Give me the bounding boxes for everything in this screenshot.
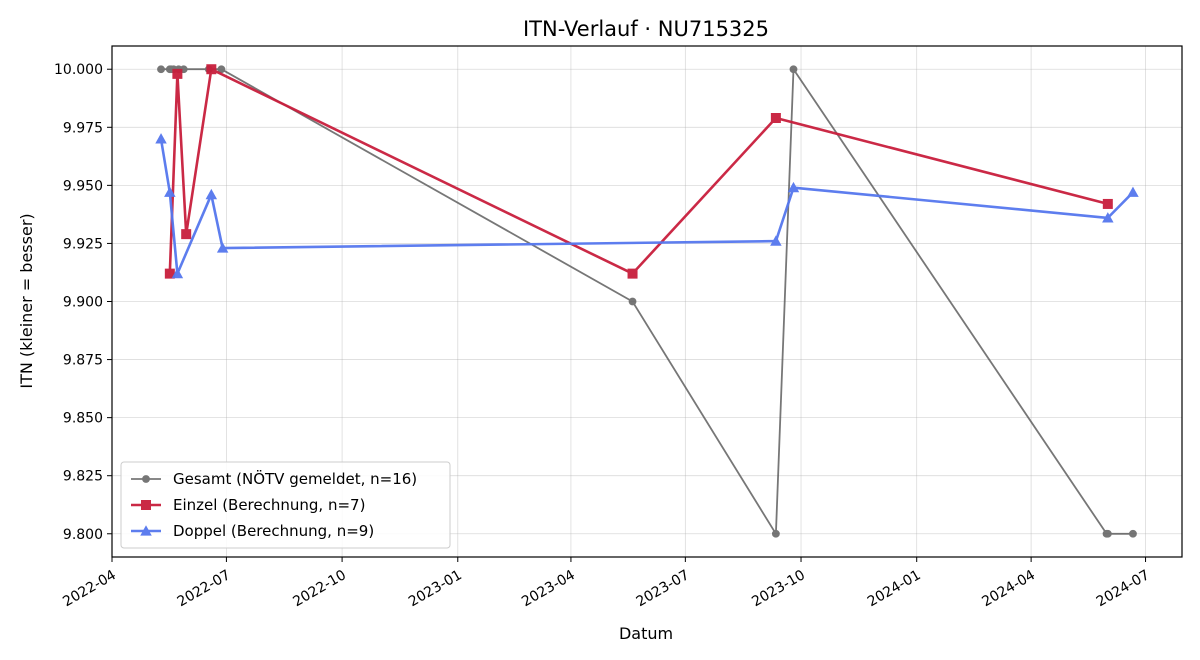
legend-box (120, 461, 451, 549)
data-point (155, 133, 167, 144)
legend-entry: Gesamt (NÖTV gemeldet, n=16) (173, 469, 417, 488)
data-point (164, 268, 175, 279)
legend-entry: Doppel (Berechnung, n=9) (173, 522, 374, 540)
data-point (216, 242, 229, 253)
data-point (789, 65, 798, 74)
y-tick-label: 9.900 (63, 295, 103, 311)
chart-title: ITN-Verlauf · NU715325 (523, 17, 769, 41)
legend-swatch (131, 525, 161, 536)
data-point (1129, 529, 1137, 538)
legend-marker (141, 500, 151, 510)
legend-swatch (131, 500, 161, 510)
series-2 (164, 64, 1113, 279)
y-tick-label: 9.850 (63, 411, 103, 427)
y-tick-label: 9.875 (63, 353, 103, 369)
data-point (770, 235, 782, 246)
legend: Gesamt (NÖTV gemeldet, n=16) Einzel (Bere… (120, 461, 451, 549)
data-point (1127, 186, 1139, 197)
legend-marker (140, 525, 152, 536)
data-point (181, 229, 192, 240)
series-layer (155, 64, 1139, 538)
series-3 (155, 133, 1139, 279)
data-point (217, 65, 226, 74)
data-point (770, 113, 781, 124)
data-point (206, 64, 217, 75)
data-point (172, 68, 183, 79)
data-point (171, 267, 184, 279)
data-point (205, 188, 218, 200)
y-tick-label: 9.800 (63, 527, 103, 543)
data-point (787, 181, 800, 193)
y-tick-label: 9.925 (63, 236, 103, 252)
y-tick-label: 10.000 (54, 62, 103, 78)
legend-swatch (131, 475, 161, 483)
x-axis-label: Datum (619, 624, 673, 643)
data-point (1102, 198, 1113, 209)
data-point (628, 297, 637, 306)
legend-marker (142, 475, 150, 483)
data-point (627, 268, 638, 279)
data-point (164, 186, 176, 197)
data-point (1103, 529, 1112, 538)
legend-entry: Einzel (Berechnung, n=7) (173, 496, 365, 514)
y-tick-label: 9.975 (63, 120, 103, 136)
data-point (1102, 212, 1114, 223)
data-point (157, 65, 165, 74)
data-point (771, 529, 780, 538)
y-tick-label: 9.825 (63, 469, 103, 485)
y-axis-label: ITN (kleiner = besser) (17, 213, 36, 388)
y-tick-label: 9.950 (63, 178, 103, 194)
